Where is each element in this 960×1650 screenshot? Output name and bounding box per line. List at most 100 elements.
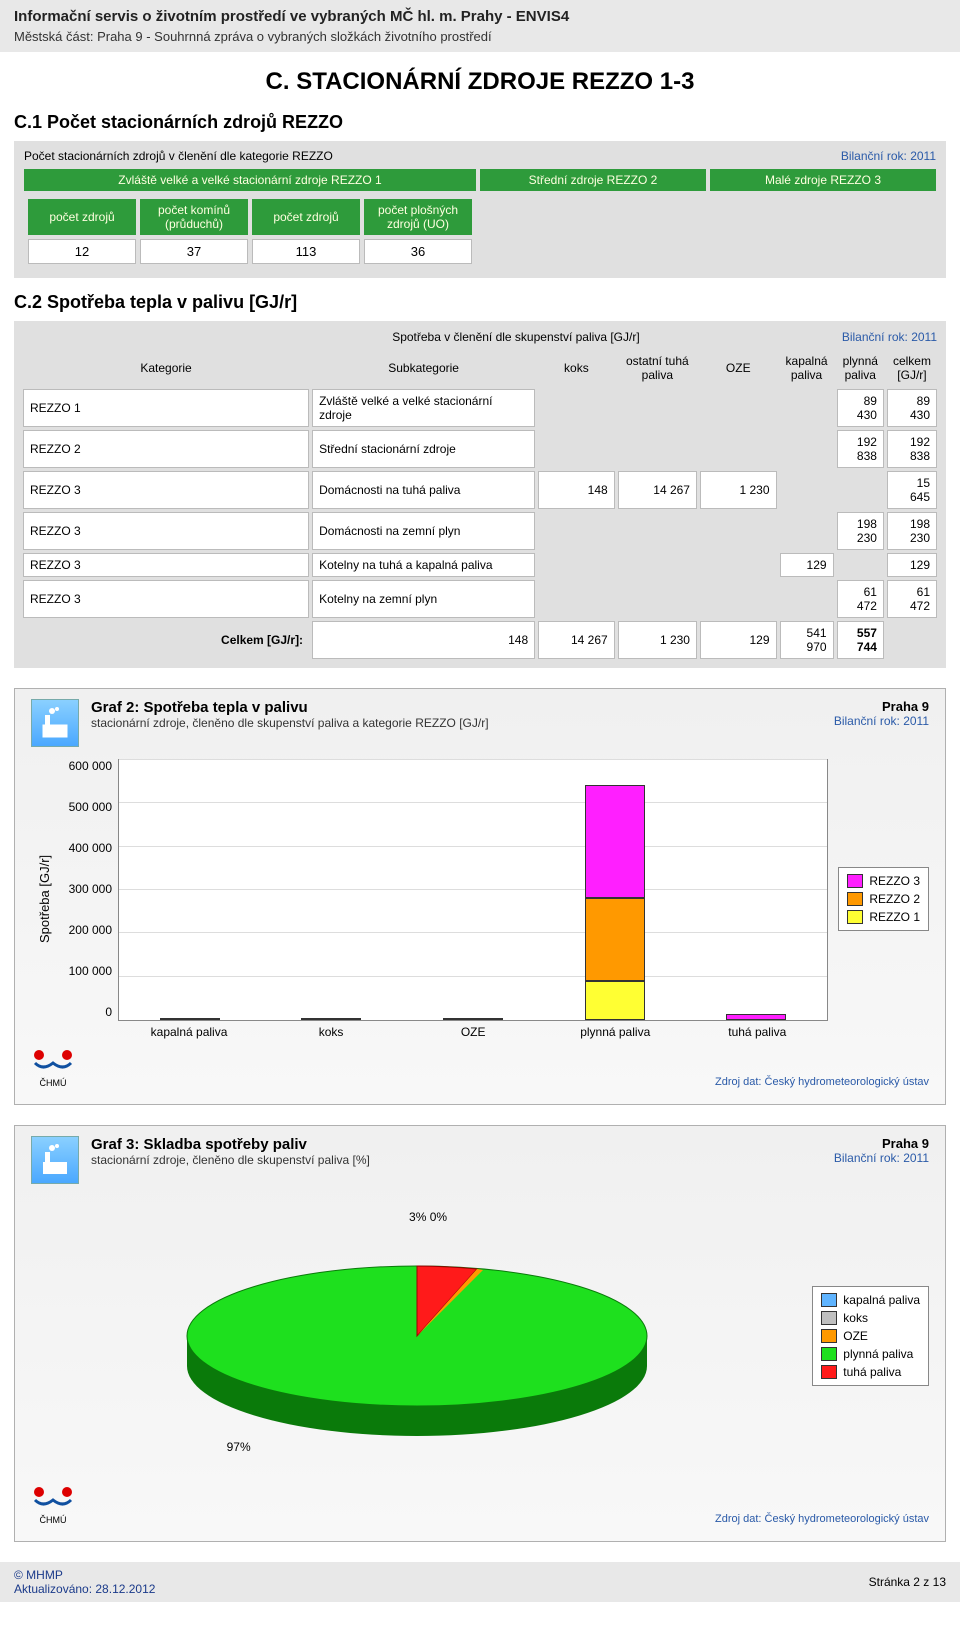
table-cell xyxy=(700,553,777,577)
footer: © MHMP Aktualizováno: 28.12.2012 Stránka… xyxy=(0,1562,960,1602)
bar-stack xyxy=(585,785,645,1020)
c2-total: 541 970 xyxy=(780,621,834,659)
legend-item: REZZO 2 xyxy=(847,892,920,906)
c1-value: 113 xyxy=(252,239,360,264)
table-cell: REZZO 1 xyxy=(23,389,309,427)
table-cell: REZZO 3 xyxy=(23,553,309,577)
table-cell xyxy=(618,430,697,468)
c2-left-hdr: Kategorie xyxy=(23,350,309,386)
legend-label: REZZO 1 xyxy=(869,910,920,924)
table-cell: Domácnosti na zemní plyn xyxy=(312,512,535,550)
ytick: 0 xyxy=(52,1005,112,1019)
legend-label: REZZO 3 xyxy=(869,874,920,888)
bar-segment xyxy=(301,1018,361,1020)
swatch xyxy=(821,1347,837,1361)
bar-segment xyxy=(585,898,645,982)
table-cell xyxy=(618,389,697,427)
c1-value: 37 xyxy=(140,239,248,264)
ytick: 600 000 xyxy=(52,759,112,773)
factory-icon-2 xyxy=(31,1136,79,1184)
c2-right-hdr: koks xyxy=(538,350,615,386)
swatch xyxy=(847,910,863,924)
table-cell: Domácnosti na tuhá paliva xyxy=(312,471,535,509)
legend-item: OZE xyxy=(821,1329,920,1343)
c2-total: 557 744 xyxy=(837,621,884,659)
c1-value: 12 xyxy=(28,239,136,264)
ytick: 100 000 xyxy=(52,964,112,978)
legend-item: kapalná paliva xyxy=(821,1293,920,1307)
table-cell: 15 645 xyxy=(887,471,937,509)
bar-segment xyxy=(160,1018,220,1020)
c1-caption: Počet stacionárních zdrojů v členění dle… xyxy=(24,149,333,163)
c2-total-label: Celkem [GJ/r]: xyxy=(23,621,309,659)
table-cell xyxy=(618,553,697,577)
xtick: OZE xyxy=(402,1025,544,1039)
table-cell xyxy=(618,580,697,618)
table-cell xyxy=(700,580,777,618)
c2-right-hdr: plynná paliva xyxy=(837,350,884,386)
c1-subhdr: počet komínů (průduchů) xyxy=(140,199,248,235)
chart2-box: Graf 2: Spotřeba tepla v palivu stacioná… xyxy=(14,688,946,1105)
chart2-ylabel: Spotřeba [GJ/r] xyxy=(31,759,52,1039)
table-cell xyxy=(538,580,615,618)
c2-right-hdr: kapalná paliva xyxy=(780,350,834,386)
chart3-legend: kapalná paliva koks OZE plynná paliva tuhá p… xyxy=(812,1286,929,1386)
c2-heading: C.2 Spotřeba tepla v palivu [GJ/r] xyxy=(14,292,946,313)
chart2-yticks: 600 000500 000400 000300 000200 000100 0… xyxy=(52,759,118,1019)
table-cell xyxy=(780,389,834,427)
footer-updated: Aktualizováno: 28.12.2012 xyxy=(14,1582,155,1596)
swatch xyxy=(821,1293,837,1307)
footer-page: Stránka 2 z 13 xyxy=(869,1575,946,1589)
swatch xyxy=(847,874,863,888)
swatch xyxy=(821,1329,837,1343)
c1-bilance: Bilanční rok: 2011 xyxy=(841,149,936,163)
chart2-subtitle: stacionární zdroje, členěno dle skupenst… xyxy=(91,716,822,730)
legend-item: koks xyxy=(821,1311,920,1325)
swatch xyxy=(821,1365,837,1379)
legend-label: OZE xyxy=(843,1329,868,1343)
bar-segment xyxy=(585,785,645,898)
c1-subhdr: počet zdrojů xyxy=(252,199,360,235)
ytick: 300 000 xyxy=(52,882,112,896)
c2-total: 129 xyxy=(700,621,777,659)
chart3-title: Graf 3: Skladba spotřeby paliv xyxy=(91,1136,822,1153)
table-cell xyxy=(538,512,615,550)
legend-label: REZZO 2 xyxy=(869,892,920,906)
c1-colhdr: Malé zdroje REZZO 3 xyxy=(710,169,936,191)
table-cell: Kotelny na zemní plyn xyxy=(312,580,535,618)
table-cell: REZZO 3 xyxy=(23,580,309,618)
chart2-plot xyxy=(118,759,828,1021)
table-cell: 89 430 xyxy=(837,389,884,427)
c1-subhdr: počet zdrojů xyxy=(28,199,136,235)
header-banner: Informační servis o životním prostředí v… xyxy=(0,0,960,52)
table-cell: REZZO 2 xyxy=(23,430,309,468)
table-cell: 198 230 xyxy=(837,512,884,550)
c2-right-hdr: OZE xyxy=(700,350,777,386)
bar-stack xyxy=(443,1018,503,1020)
chart2-xticks: kapalná palivakoksOZEplynná palivatuhá p… xyxy=(118,1025,828,1039)
bar-stack xyxy=(726,1014,786,1020)
chmu-logo-2: ČHMÚ xyxy=(31,1486,75,1525)
chart2-legend: REZZO 3 REZZO 2 REZZO 1 xyxy=(838,867,929,931)
ytick: 500 000 xyxy=(52,800,112,814)
legend-label: tuhá paliva xyxy=(843,1365,901,1379)
header-subtitle: Městská část: Praha 9 - Souhrnná zpráva … xyxy=(14,29,946,44)
swatch xyxy=(821,1311,837,1325)
table-cell: 192 838 xyxy=(887,430,937,468)
chart3-source: Zdroj dat: Český hydrometeorologický úst… xyxy=(715,1513,929,1525)
swatch xyxy=(847,892,863,906)
bar-stack xyxy=(160,1018,220,1020)
bar-segment xyxy=(585,981,645,1020)
table-cell: Zvláště velké a velké stacionární zdroje xyxy=(312,389,535,427)
table-cell xyxy=(700,430,777,468)
c1-subhdr: počet plošných zdrojů (UO) xyxy=(364,199,472,235)
pie-label-big: 97% xyxy=(227,1440,251,1454)
table-cell: Kotelny na tuhá a kapalná paliva xyxy=(312,553,535,577)
legend-label: koks xyxy=(843,1311,868,1325)
xtick: koks xyxy=(260,1025,402,1039)
c2-right-hdr: ostatní tuhá paliva xyxy=(618,350,697,386)
table-cell: 14 267 xyxy=(618,471,697,509)
table-cell: REZZO 3 xyxy=(23,471,309,509)
ytick: 200 000 xyxy=(52,923,112,937)
legend-label: plynná paliva xyxy=(843,1347,913,1361)
